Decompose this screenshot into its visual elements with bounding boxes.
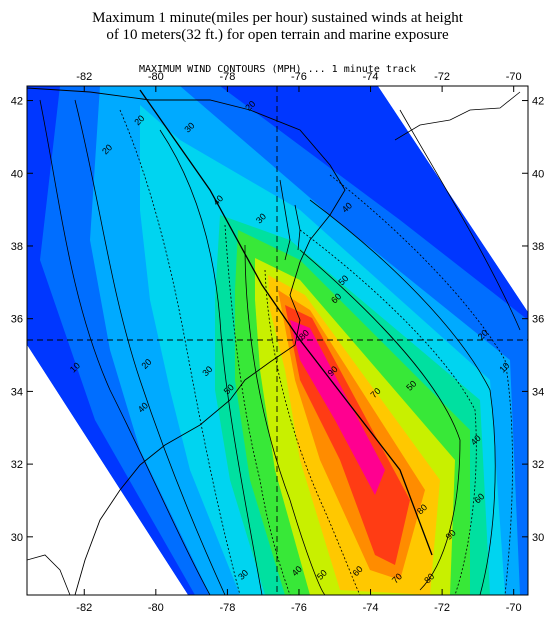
contour-label: 90 [326,364,340,378]
title-line-2: of 10 meters(32 ft.) for open terrain an… [106,27,449,43]
lon-tick-label-top: -76 [291,71,307,83]
lon-tick-label-bottom: -72 [434,602,450,614]
lat-tick-label-right: 38 [532,241,544,253]
lat-tick-label-left: 34 [11,386,23,398]
lon-tick-label-bottom: -74 [363,602,379,614]
contour-label: 30 [182,120,196,134]
map-plot-area [27,86,528,595]
contour-50 [224,224,291,595]
contour-70 [264,269,361,595]
coastline [27,87,346,595]
land-mask-west [27,345,188,595]
chesapeake-bay [279,179,301,261]
contour-label: 20 [476,328,490,342]
lon-tick-label-bottom: -80 [148,602,164,614]
lat-tick-label-right: 40 [532,168,544,180]
map-title: Maximum 1 minute(miles per hour) sustain… [0,10,555,44]
lon-tick-label-top: -82 [76,71,92,83]
contour-label: 90 [444,528,458,542]
wind-swath-110mph [290,320,385,495]
contour-40 [159,129,263,595]
contour-label: 10 [68,360,82,374]
contour-label: 20 [243,99,257,113]
contour-right-50 [299,249,461,591]
lon-tick-label-top: -74 [363,71,379,83]
contour-label: 30 [200,364,214,378]
contour-10 [39,99,211,595]
lat-tick-label-left: 32 [11,459,23,471]
contour-right-20 [329,174,513,595]
contour-label: 60 [329,291,343,305]
contour-label: 50 [315,568,329,582]
contour-label: 70 [390,571,404,585]
contour-label: 80 [297,328,311,342]
contour-label: 40 [469,433,483,447]
lat-tick-label-left: 30 [11,532,23,544]
lon-tick-label-top: -78 [219,71,235,83]
title-line-1: Maximum 1 minute(miles per hour) sustain… [92,10,463,26]
contour-label: 80 [422,571,436,585]
contour-right-30 [309,199,496,595]
contour-right-10 [399,109,521,331]
contour-label: 20 [100,142,114,156]
lon-tick-label-top: -80 [148,71,164,83]
contour-label: 60 [472,491,486,505]
contour-right-40 [299,229,477,595]
land-mask-northeast [378,86,528,312]
lat-tick-label-left: 40 [11,168,23,180]
lat-tick-label-right: 32 [532,459,544,471]
contour-label: 70 [369,386,383,400]
storm-track [139,89,433,556]
lon-tick-label-bottom: -82 [76,602,92,614]
lat-tick-label-left: 38 [11,241,23,253]
contour-label: 50 [222,382,236,396]
lon-tick-label-bottom: -78 [219,602,235,614]
contour-label: 30 [254,211,268,225]
lat-tick-label-right: 34 [532,386,544,398]
contour-label: 30 [236,568,250,582]
lon-tick-label-bottom: -70 [506,602,522,614]
contour-20 [74,99,226,595]
contour-label: 10 [497,360,511,374]
contour-lines [39,99,521,595]
lon-tick-label-top: -72 [434,71,450,83]
contour-label: 40 [136,400,150,414]
lat-tick-label-right: 42 [532,96,544,108]
axis-ticks: -82 -82 -80 -80 -78 -78 -76 -76 -74 -74 -72 -72 -70 -… [11,71,545,614]
lat-tick-label-right: 30 [532,532,544,544]
lon-tick-label-top: -70 [506,71,522,83]
contour-60 [244,244,326,595]
new-england-coast [394,91,521,141]
lat-tick-label-left: 42 [11,96,23,108]
lat-tick-label-left: 36 [11,314,23,326]
contour-label: 50 [336,273,350,287]
florida-coast [27,554,71,595]
contour-label: 80 [415,502,429,516]
contour-label: 40 [340,200,354,214]
lon-tick-label-bottom: -76 [291,602,307,614]
lat-tick-label-right: 36 [532,314,544,326]
plot-frame [26,85,529,596]
map-subtitle: MAXIMUM WIND CONTOURS (MPH) ... 1 minute… [139,64,416,75]
